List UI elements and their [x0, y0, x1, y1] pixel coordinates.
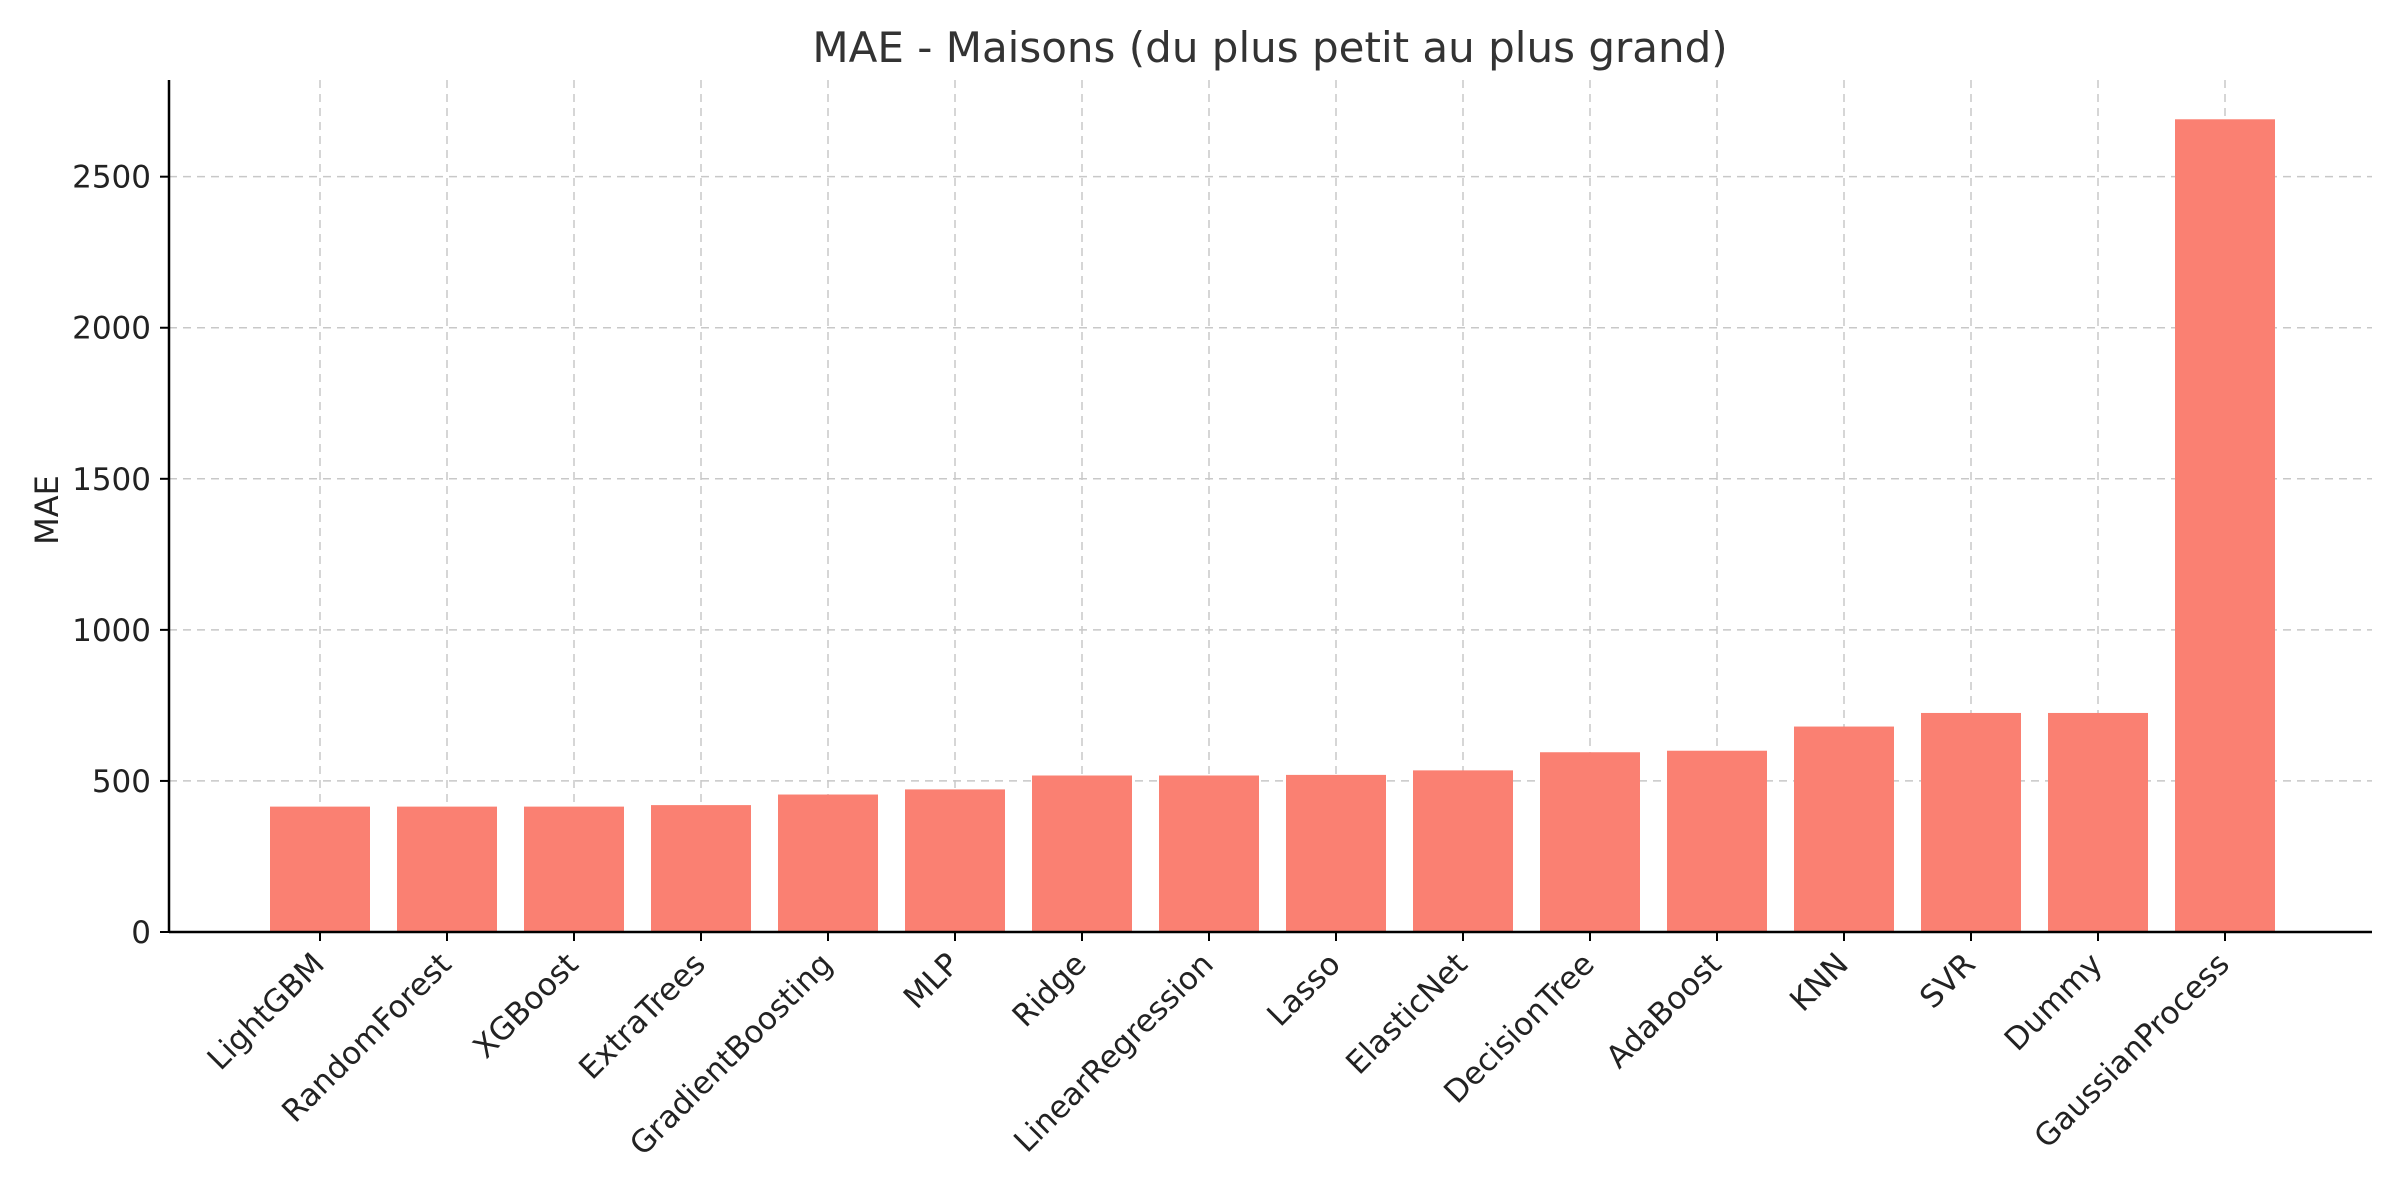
bar-extratrees: [651, 805, 751, 932]
x-tick-label: Dummy: [1998, 946, 2110, 1058]
y-tick-label: 2000: [72, 311, 151, 347]
x-tick-label: ExtraTrees: [572, 946, 712, 1086]
x-tick-label: ElasticNet: [1339, 946, 1474, 1081]
bar-svr: [1921, 712, 2021, 932]
bar-randomforest: [397, 806, 497, 932]
y-tick-label: 0: [131, 915, 151, 951]
x-tick-label: KNN: [1783, 946, 1856, 1019]
x-tick-label: Lasso: [1260, 946, 1347, 1033]
axes: [167, 80, 2372, 934]
bar-adaboost: [1667, 750, 1767, 932]
y-tick-label: 2500: [72, 160, 151, 196]
bar-dummy: [2048, 712, 2148, 932]
grid-lines: [169, 80, 2372, 932]
bar-mlp: [905, 789, 1005, 932]
bar-xgboost: [524, 806, 624, 932]
x-tick-label: LightGBM: [201, 946, 332, 1077]
bar-linearregression: [1159, 775, 1259, 932]
x-tick-label: SVR: [1913, 946, 1983, 1016]
x-tick-label: AdaBoost: [1599, 946, 1728, 1075]
y-tick-label: 500: [92, 764, 151, 800]
bar-gaussianprocess: [2175, 119, 2275, 932]
y-tick-label: 1000: [72, 613, 151, 649]
x-tick-label: Ridge: [1006, 946, 1094, 1034]
bar-lasso: [1286, 774, 1386, 932]
bar-elasticnet: [1413, 770, 1513, 932]
y-tick-label: 1500: [72, 462, 151, 498]
bar-gradientboosting: [778, 794, 878, 932]
bar-ridge: [1032, 775, 1132, 932]
y-tick-labels: 0 500 1000 1500 2000 2500: [72, 160, 169, 951]
bar-decisiontree: [1540, 752, 1640, 932]
x-tick-label: MLP: [897, 946, 967, 1016]
x-tick-label: XGBoost: [466, 946, 585, 1065]
bar-knn: [1794, 726, 1894, 932]
bar-lightgbm: [270, 806, 370, 932]
bars: [270, 119, 2275, 932]
chart-title: MAE - Maisons (du plus petit au plus gra…: [812, 23, 1727, 72]
y-axis-label: MAE: [28, 475, 66, 545]
